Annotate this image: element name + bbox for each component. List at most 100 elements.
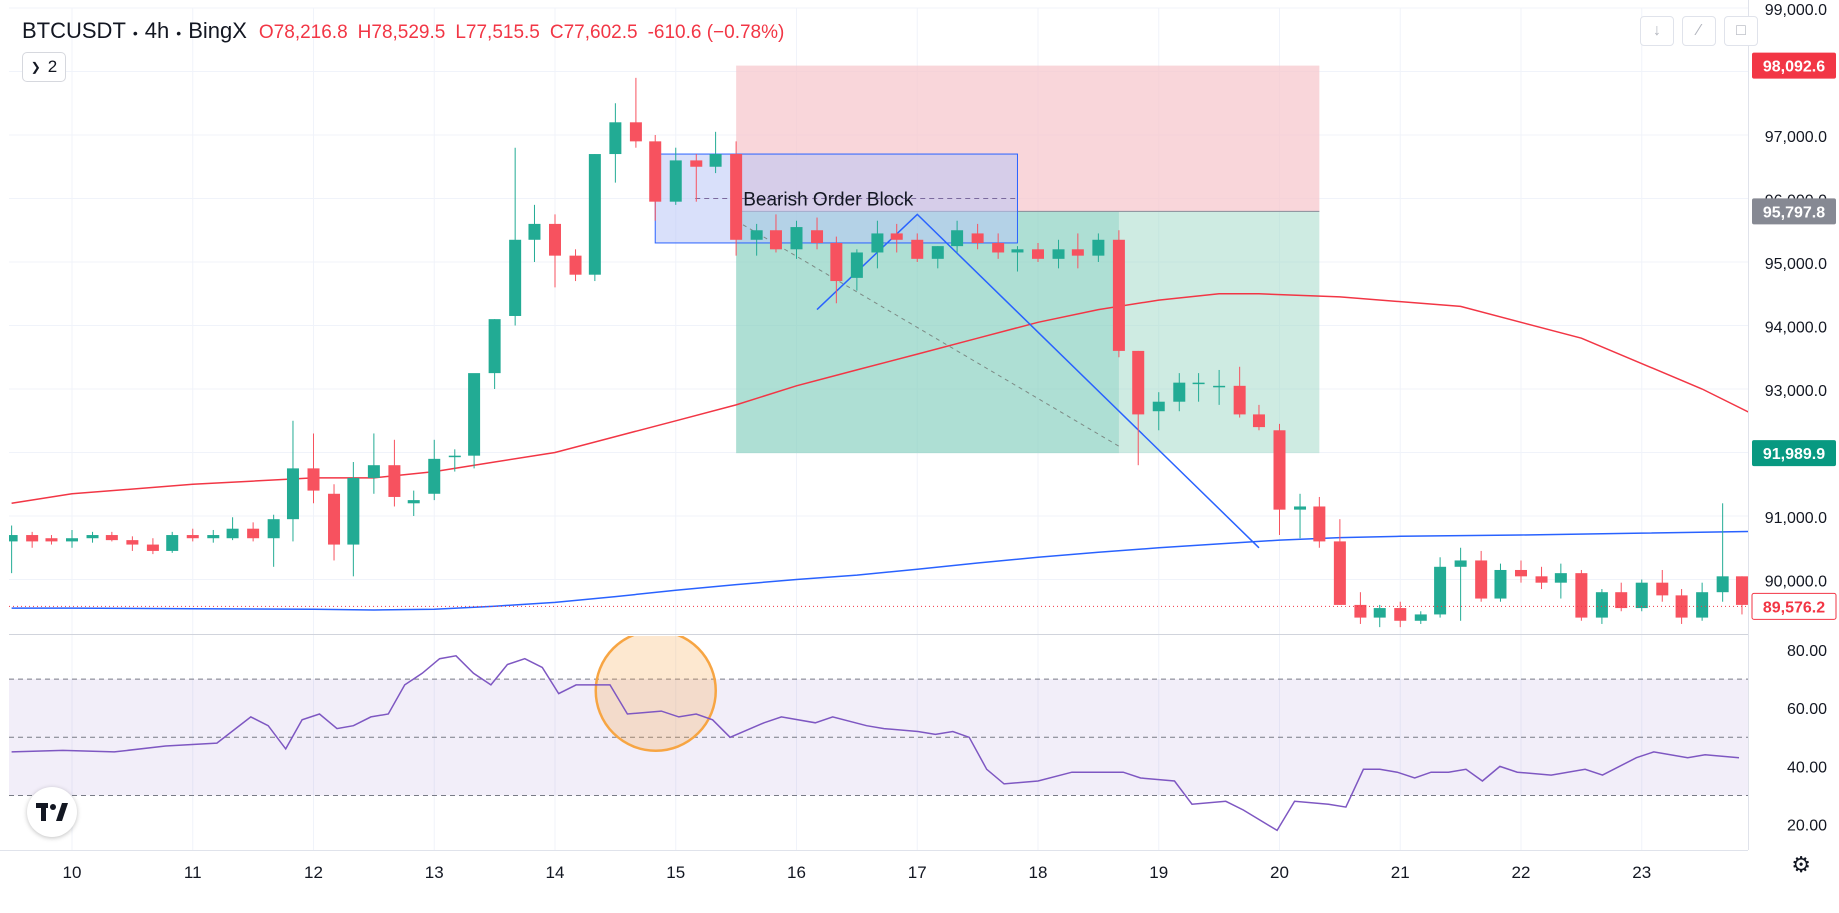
candle-body — [328, 493, 341, 545]
symbol-legend[interactable]: BTCUSDT • 4h • BingX O78,216.8 H78,529.5 L… — [22, 18, 794, 44]
candle-body — [790, 227, 803, 250]
moving-average-blue — [11, 530, 1748, 611]
time-tick-label: 21 — [1391, 863, 1410, 882]
candle-body — [509, 239, 522, 316]
symbol-name[interactable]: BTCUSDT — [22, 18, 126, 43]
time-tick-label: 10 — [63, 863, 82, 882]
price-tick-label: 90,000.0 — [1765, 574, 1827, 591]
candle-body — [609, 122, 622, 155]
time-tick-label: 23 — [1632, 863, 1651, 882]
indicators-toggle-button[interactable]: ❯ 2 — [22, 52, 66, 82]
rsi-highlight-circle — [594, 636, 717, 752]
candle-body — [1233, 385, 1246, 415]
legend-separator: • — [132, 25, 138, 41]
ohlc-values: O78,216.8 H78,529.5 L77,515.5 C77,602.5 -610… — [259, 22, 794, 44]
candle-body — [1515, 569, 1527, 577]
candle-body — [830, 242, 843, 282]
price-label-box — [1752, 440, 1836, 467]
candle-body — [1475, 560, 1488, 599]
candle-body — [1354, 604, 1367, 618]
time-tick-label: 11 — [184, 863, 202, 882]
maximize-icon[interactable]: □ — [1724, 16, 1758, 46]
trend-line-blue — [816, 213, 1260, 549]
indicator-count: 2 — [47, 57, 58, 76]
time-tick-label: 16 — [787, 863, 806, 882]
candle-body — [1011, 249, 1024, 253]
candle-body — [1313, 506, 1326, 542]
candle-body — [448, 455, 461, 458]
tradingview-logo-glyph — [36, 803, 68, 821]
candle-body — [1373, 608, 1386, 618]
legend-separator: • — [176, 25, 182, 41]
candle-body — [951, 230, 964, 247]
candle-body — [1595, 592, 1608, 618]
interval-label[interactable]: 4h — [144, 18, 170, 43]
rsi-tick-label: 20.00 — [1787, 818, 1827, 835]
price-label-box — [1751, 592, 1837, 620]
candle-body — [146, 544, 159, 551]
order-block-label: Bearish Order Block — [743, 190, 914, 211]
tradingview-logo-icon[interactable] — [27, 787, 77, 837]
candle-body — [1132, 350, 1145, 415]
candle-body — [1656, 582, 1669, 596]
candle-body — [1333, 541, 1346, 605]
time-tick-label: 22 — [1512, 863, 1531, 882]
candle-body — [1615, 592, 1628, 609]
time-tick-label: 20 — [1270, 863, 1289, 882]
candle-body — [1716, 576, 1729, 593]
candle-body — [1273, 430, 1286, 510]
candle-body — [850, 252, 863, 278]
time-tick-label: 13 — [425, 863, 444, 882]
moving-average-red — [11, 293, 1748, 505]
close-value: C77,602.5 — [549, 22, 638, 43]
download-icon[interactable]: ↓ — [1640, 16, 1674, 46]
candle-body — [1213, 385, 1226, 388]
chevron-down-icon: ❯ — [30, 60, 41, 74]
price-label-text: 98,092.6 — [1763, 59, 1825, 76]
candle-body — [1052, 249, 1065, 259]
time-tick-label: 14 — [546, 863, 565, 882]
candle-body — [468, 373, 481, 456]
price-label-text: 91,989.9 — [1763, 446, 1825, 463]
chart-toolbar: ↓ ∕ □ — [1640, 16, 1758, 46]
rsi-tick-label: 60.00 — [1787, 701, 1827, 718]
candle-body — [9, 535, 18, 542]
low-value: L77,515.5 — [455, 22, 540, 43]
candle-body — [26, 535, 39, 542]
projection-line-dashed — [735, 220, 1120, 447]
candle-body — [307, 468, 320, 491]
price-label-text: 95,797.8 — [1763, 204, 1825, 221]
candle-body — [629, 122, 642, 142]
candle-body — [428, 458, 441, 494]
candle-body — [750, 230, 763, 240]
candle-body — [1696, 592, 1709, 618]
candle-body — [1414, 614, 1427, 621]
candle-body — [1394, 608, 1407, 621]
candle-body — [1575, 573, 1588, 618]
open-value: O78,216.8 — [258, 22, 348, 43]
candle-body — [1071, 249, 1084, 256]
candle-body — [871, 233, 884, 253]
candle-body — [1635, 582, 1648, 609]
candle-body — [226, 528, 239, 539]
candle-body — [1535, 576, 1548, 583]
candle-body — [45, 538, 58, 542]
settings-gear-icon[interactable]: ⚙ — [1791, 852, 1811, 877]
collapse-icon[interactable]: ∕ — [1682, 16, 1716, 46]
rsi-pane — [9, 636, 1748, 832]
candle-body — [1294, 506, 1307, 510]
time-tick-label: 12 — [304, 863, 323, 882]
candle-body — [126, 540, 139, 545]
candle-body — [1554, 573, 1567, 583]
candle-body — [407, 500, 420, 504]
candle-body — [1092, 239, 1105, 256]
candle-body — [1112, 239, 1125, 351]
candle-body — [286, 468, 299, 520]
candle-body — [1152, 401, 1165, 412]
candle-body — [207, 535, 220, 539]
price-tick-label: 91,000.0 — [1765, 510, 1827, 527]
candle-body — [709, 154, 722, 167]
candle-body — [649, 141, 662, 202]
